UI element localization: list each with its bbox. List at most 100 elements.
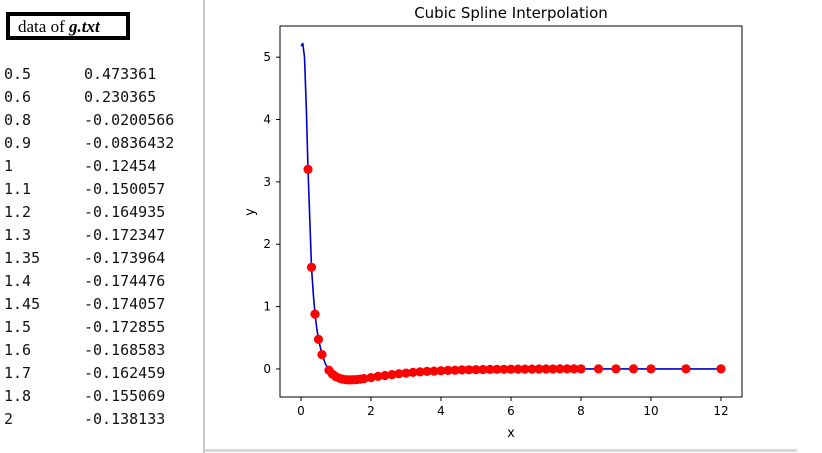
data-row-x: 0.6	[4, 88, 32, 106]
data-point	[303, 164, 313, 174]
data-point	[716, 364, 726, 374]
data-point	[534, 364, 544, 374]
pane-divider[interactable]	[203, 0, 205, 453]
data-point	[422, 366, 432, 376]
data-row: 1 -0.12454	[4, 155, 174, 178]
spline-chart: Cubic Spline Interpolation 0 2 4 6 8 10 120123…	[243, 4, 743, 441]
x-tick-label: 10	[643, 404, 658, 418]
data-row: 1.45 -0.174057	[4, 293, 174, 316]
window-bottom-edge	[205, 449, 797, 452]
data-row-x: 1.35	[4, 249, 41, 267]
data-row-x: 1.45	[4, 295, 41, 313]
data-point	[450, 365, 460, 375]
data-row: 1.1 -0.150057	[4, 178, 174, 201]
data-row-x: 0.9	[4, 134, 32, 152]
data-point	[628, 364, 639, 374]
data-point	[576, 364, 586, 374]
data-point	[394, 369, 404, 379]
data-row: 1.5 -0.172855	[4, 316, 174, 339]
data-point	[306, 262, 317, 272]
data-row-x: 1.8	[4, 387, 32, 405]
data-row-y: 0.473361	[84, 65, 157, 83]
data-point	[373, 371, 383, 381]
data-point	[499, 364, 509, 374]
data-point	[548, 364, 558, 374]
data-point	[555, 364, 565, 374]
data-point	[457, 365, 467, 375]
data-row-x: 1.4	[4, 272, 32, 290]
data-point	[527, 364, 537, 374]
data-row: 1.3 -0.172347	[4, 224, 174, 247]
data-row: 1.6 -0.168583	[4, 339, 174, 362]
data-row-y: -0.0200566	[84, 111, 175, 129]
data-row: 1.7 -0.162459	[4, 362, 174, 385]
data-point	[611, 364, 621, 374]
data-row-y: -0.162459	[84, 364, 166, 382]
x-tick-label: 6	[507, 404, 515, 418]
data-point	[366, 373, 376, 383]
data-point	[380, 370, 390, 381]
data-point	[387, 370, 397, 380]
data-row-y: -0.173964	[84, 249, 166, 267]
data-row: 1.2 -0.164935	[4, 201, 174, 224]
data-point	[443, 365, 453, 375]
data-row: 1.4 -0.174476	[4, 270, 174, 293]
data-point	[562, 364, 572, 374]
data-point	[359, 374, 369, 384]
data-point	[429, 366, 439, 376]
y-tick-label: 4	[263, 113, 271, 127]
data-point	[415, 367, 425, 377]
data-row-y: -0.150057	[84, 180, 166, 198]
data-row-y: -0.0836432	[84, 134, 175, 152]
data-row-x: 1.7	[4, 364, 32, 382]
data-row-y: -0.12454	[84, 157, 157, 175]
data-row-x: 0.8	[4, 111, 32, 129]
data-row: 0.8 -0.0200566	[4, 109, 174, 132]
data-row-y: -0.174057	[84, 295, 166, 313]
heading-filename: g.txt	[68, 17, 100, 36]
data-point	[492, 364, 502, 374]
data-point	[513, 364, 523, 374]
data-point	[646, 364, 656, 374]
data-row-y: 0.230365	[84, 88, 157, 106]
y-tick-label: 1	[263, 300, 271, 314]
data-point	[506, 364, 516, 374]
data-point	[436, 366, 446, 376]
plot-area	[300, 42, 726, 385]
data-row: 0.9 -0.0836432	[4, 132, 174, 155]
y-tick-label: 2	[263, 237, 271, 251]
data-row-x: 1.5	[4, 318, 32, 336]
data-row: 0.6 0.230365	[4, 86, 174, 109]
window-right-margin	[797, 0, 822, 453]
x-tick-label: 4	[437, 404, 445, 418]
y-tick-label: 3	[263, 175, 271, 189]
data-row-x: 1	[4, 157, 14, 175]
data-row-x: 1.6	[4, 341, 32, 359]
data-row-y: -0.138133	[84, 410, 166, 428]
data-row-y: -0.174476	[84, 272, 166, 290]
x-tick-label: 0	[297, 404, 305, 418]
data-point	[313, 334, 324, 344]
y-tick-label: 0	[263, 362, 271, 376]
data-row-x: 1.2	[4, 203, 32, 221]
spline-curve	[300, 42, 721, 381]
data-row-y: -0.172855	[84, 318, 166, 336]
y-tick-label: 5	[263, 50, 271, 64]
data-point	[464, 365, 474, 375]
data-row-y: -0.172347	[84, 226, 166, 244]
data-point	[471, 365, 481, 375]
data-row-y: -0.168583	[84, 341, 166, 359]
data-point	[401, 368, 411, 378]
data-point	[478, 364, 488, 375]
axes-frame	[279, 25, 743, 398]
data-row-x: 0.5	[4, 65, 32, 83]
data-panel: data of g.txt 0.5 0.473361 0.6 0.230365 0.8 -…	[0, 0, 204, 453]
data-point	[317, 350, 327, 360]
data-point	[681, 364, 691, 374]
x-axis-label: x	[507, 426, 515, 441]
x-tick-label: 2	[367, 404, 375, 418]
data-row-y: -0.155069	[84, 387, 166, 405]
data-point	[541, 364, 551, 374]
data-table: 0.5 0.473361 0.6 0.230365 0.8 -0.0200566 0.9 -0…	[4, 63, 174, 431]
